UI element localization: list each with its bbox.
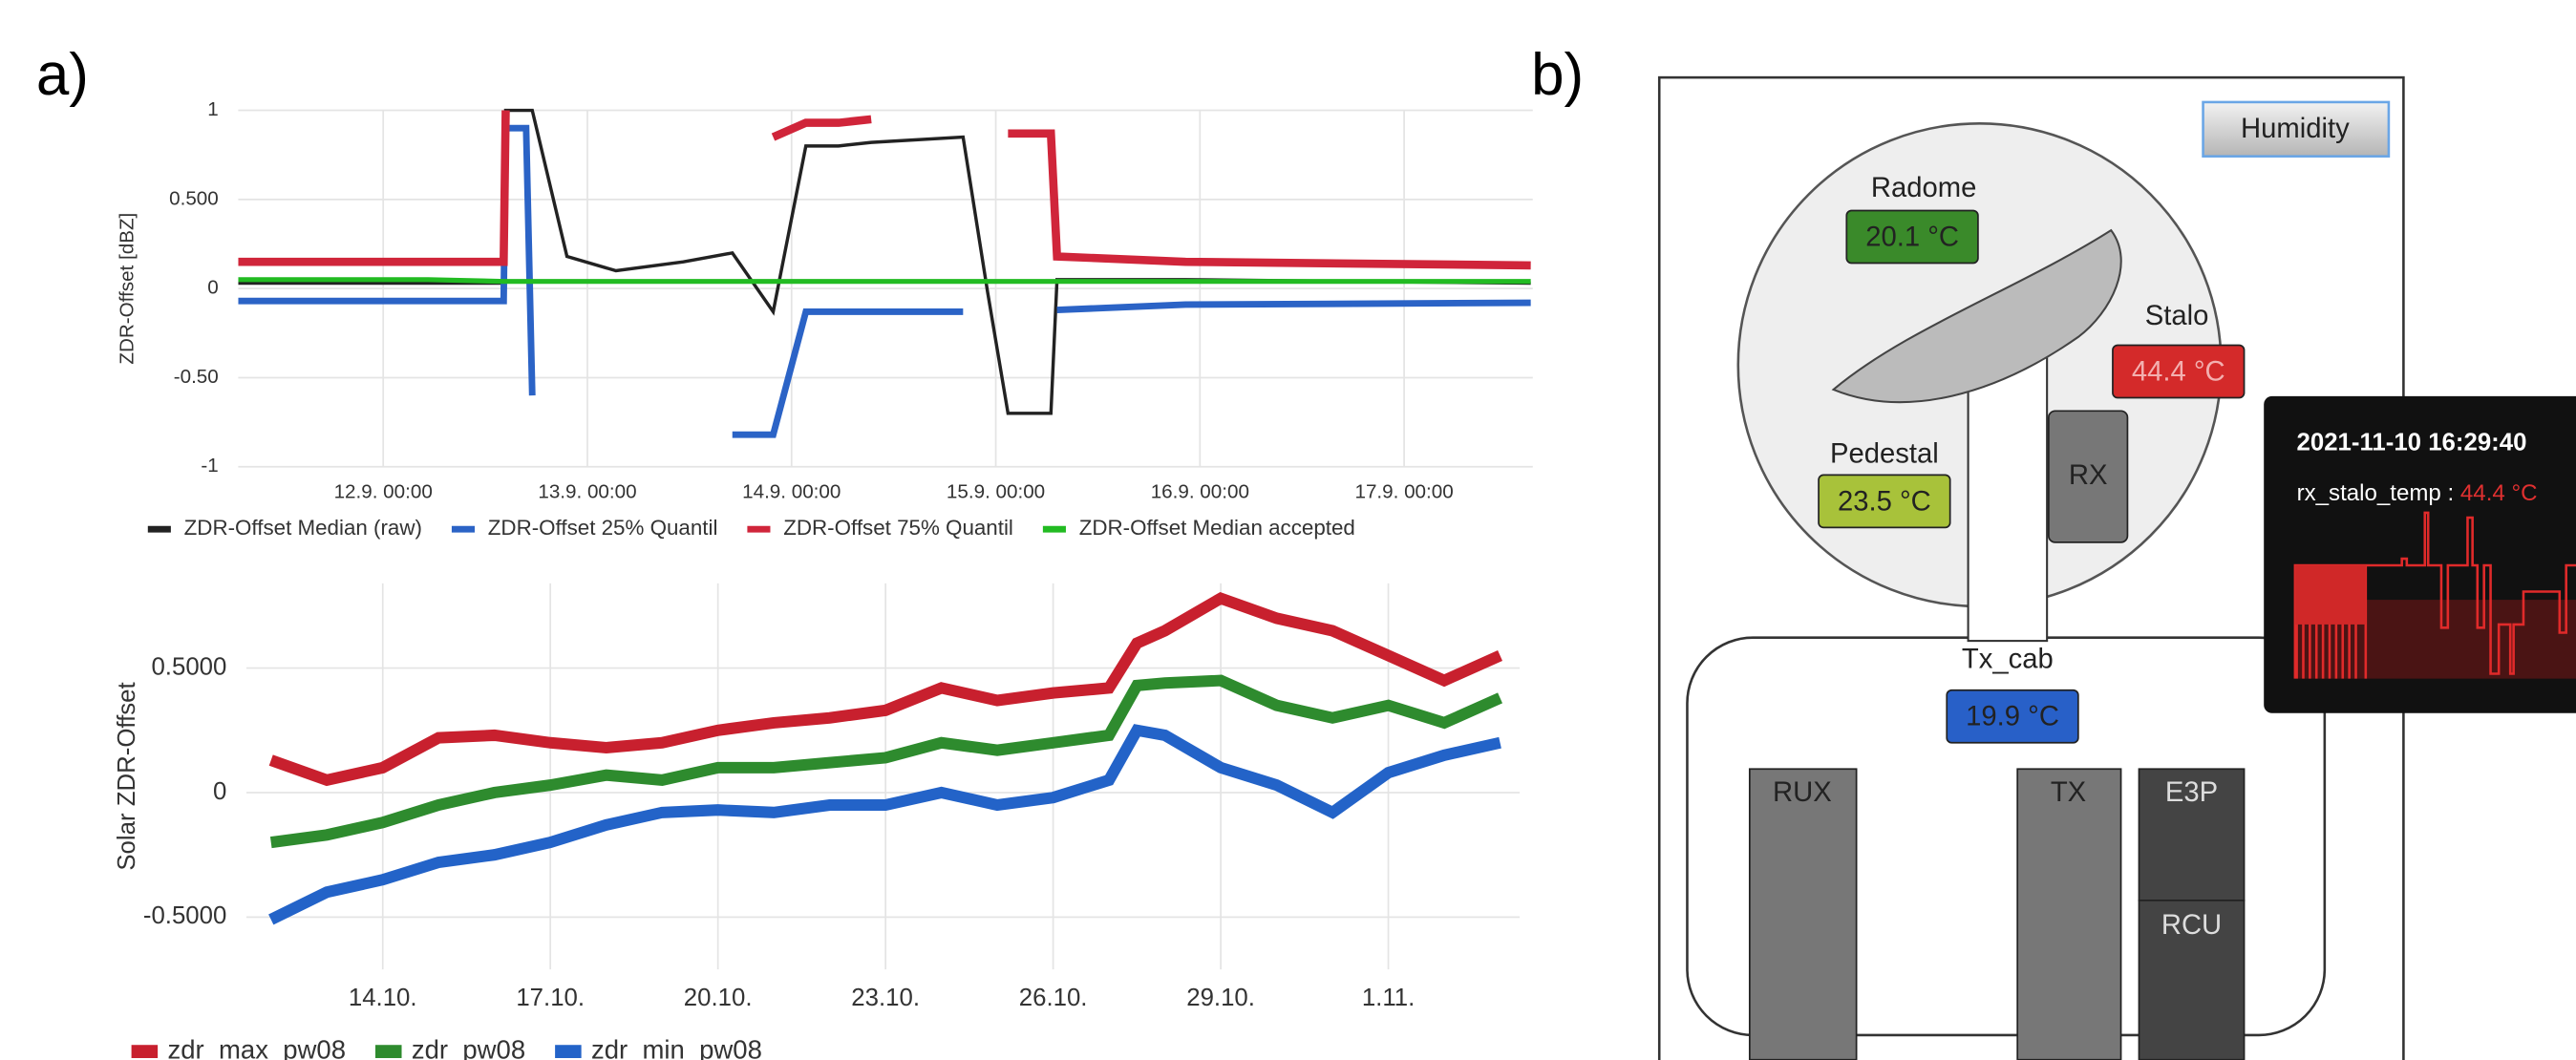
y-tick-label: 0 (213, 778, 226, 805)
module-box (2017, 769, 2120, 1059)
x-tick-label: 23.10. (851, 985, 920, 1011)
legend-label: ZDR-Offset Median (raw) (184, 516, 422, 540)
rx-label: RX (2069, 460, 2108, 491)
y-tick-label: 0 (207, 277, 218, 299)
chart: -0.5000 0 0.5000 14.10. 17.10. 20.10. 23.10. 26… (114, 583, 1520, 1060)
stalo-value: 44.4 °C (2132, 356, 2225, 387)
legend-marker (555, 1045, 582, 1058)
x-tick-label: 16.9. 00:00 (1151, 481, 1249, 503)
pedestal-label: Pedestal (1830, 438, 1939, 469)
y-axis-label: ZDR-Offset [dBZ] (117, 213, 138, 365)
x-tick-label: 13.9. 00:00 (538, 481, 636, 503)
radar-diagram: Humidity Radome 20.1 °C Stalo 44.4 °C Pe… (1659, 77, 2576, 1060)
chart: -1 -0.50 0 0.500 1 12.9. 00:00 13.9. 00:00 14.9… (117, 98, 1533, 540)
x-tick-label: 12.9. 00:00 (334, 481, 433, 503)
x-tick-label: 17.9. 00:00 (1354, 481, 1453, 503)
pedestal-value: 23.5 °C (1838, 486, 1931, 517)
module-label: RCU (2161, 910, 2222, 941)
legend-label: ZDR-Offset Median accepted (1079, 516, 1355, 540)
tooltip-series: rx_stalo_temp : (2297, 480, 2460, 506)
y-axis-label: Solar ZDR-Offset (114, 682, 140, 870)
legend-label: ZDR-Offset 25% Quantil (488, 516, 718, 540)
x-tick-label: 26.10. (1019, 985, 1088, 1011)
page: {"panel_labels": ["a)", "b)"], "chart_da… (0, 0, 2576, 1060)
tooltip-time: 2021-11-10 16:29:40 (2297, 430, 2527, 456)
legend-marker (375, 1045, 402, 1058)
pedestal-post (1969, 353, 2048, 641)
y-tick-label: 0.5000 (151, 653, 226, 680)
legend-label: zdr_min_pw08 (591, 1034, 762, 1060)
module-label: E3P (2165, 777, 2218, 808)
y-tick-label: 1 (207, 98, 218, 120)
txcab-label: Tx_cab (1962, 644, 2054, 674)
x-tick-label: 20.10. (684, 985, 753, 1011)
series-line (238, 280, 1530, 282)
tooltip-line: rx_stalo_temp : 44.4 °C (2297, 480, 2538, 506)
tooltip-value: 44.4 °C (2460, 480, 2538, 506)
x-tick-label: 14.9. 00:00 (742, 481, 841, 503)
legend-label: zdr_max_pw08 (167, 1034, 346, 1060)
txcab-value: 19.9 °C (1966, 702, 2059, 732)
x-tick-label: 1.11. (1362, 985, 1415, 1011)
series-line (238, 111, 1530, 265)
x-tick-label: 15.9. 00:00 (947, 481, 1045, 503)
module-box (1750, 769, 1857, 1059)
stalo-label: Stalo (2145, 301, 2209, 331)
sparkline-block (2295, 565, 2366, 625)
x-tick-label: 14.10. (349, 985, 417, 1011)
button-label[interactable]: Humidity (2241, 114, 2350, 144)
x-tick-label: 17.10. (516, 985, 585, 1011)
legend-label: zdr_pw08 (412, 1034, 525, 1060)
y-tick-label: -0.50 (174, 366, 219, 388)
module-label: TX (2051, 777, 2086, 808)
legend-marker (132, 1045, 159, 1058)
radome-label: Radome (1871, 173, 1977, 203)
y-tick-label: -1 (201, 455, 218, 477)
y-tick-label: -0.5000 (143, 902, 227, 929)
panel-label: a) (36, 42, 89, 108)
x-tick-label: 29.10. (1186, 985, 1255, 1011)
radome-value: 20.1 °C (1865, 222, 1959, 252)
legend-label: ZDR-Offset 75% Quantil (783, 516, 1013, 540)
module-label: RUX (1773, 777, 1832, 808)
panel-label: b) (1531, 42, 1584, 108)
figure: a) b) Humidity Radome 20.1 °C Stalo 44.4… (0, 0, 2576, 1060)
y-tick-label: 0.500 (169, 187, 219, 209)
